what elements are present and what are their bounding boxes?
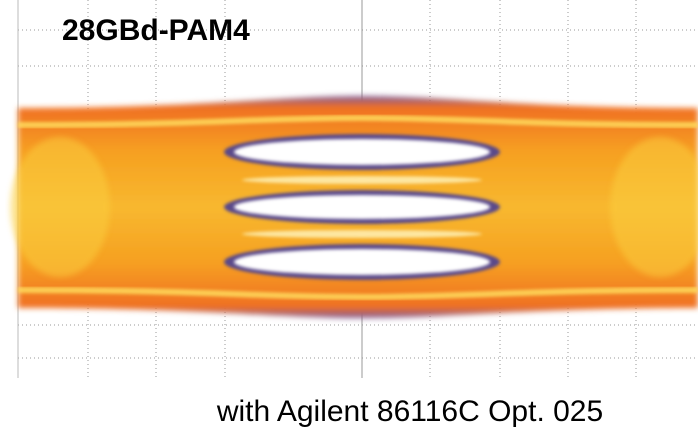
eye-pattern — [10, 96, 698, 318]
caption: with Agilent 86116C Opt. 025 — [216, 395, 603, 428]
title: 28GBd-PAM4 — [62, 14, 250, 47]
